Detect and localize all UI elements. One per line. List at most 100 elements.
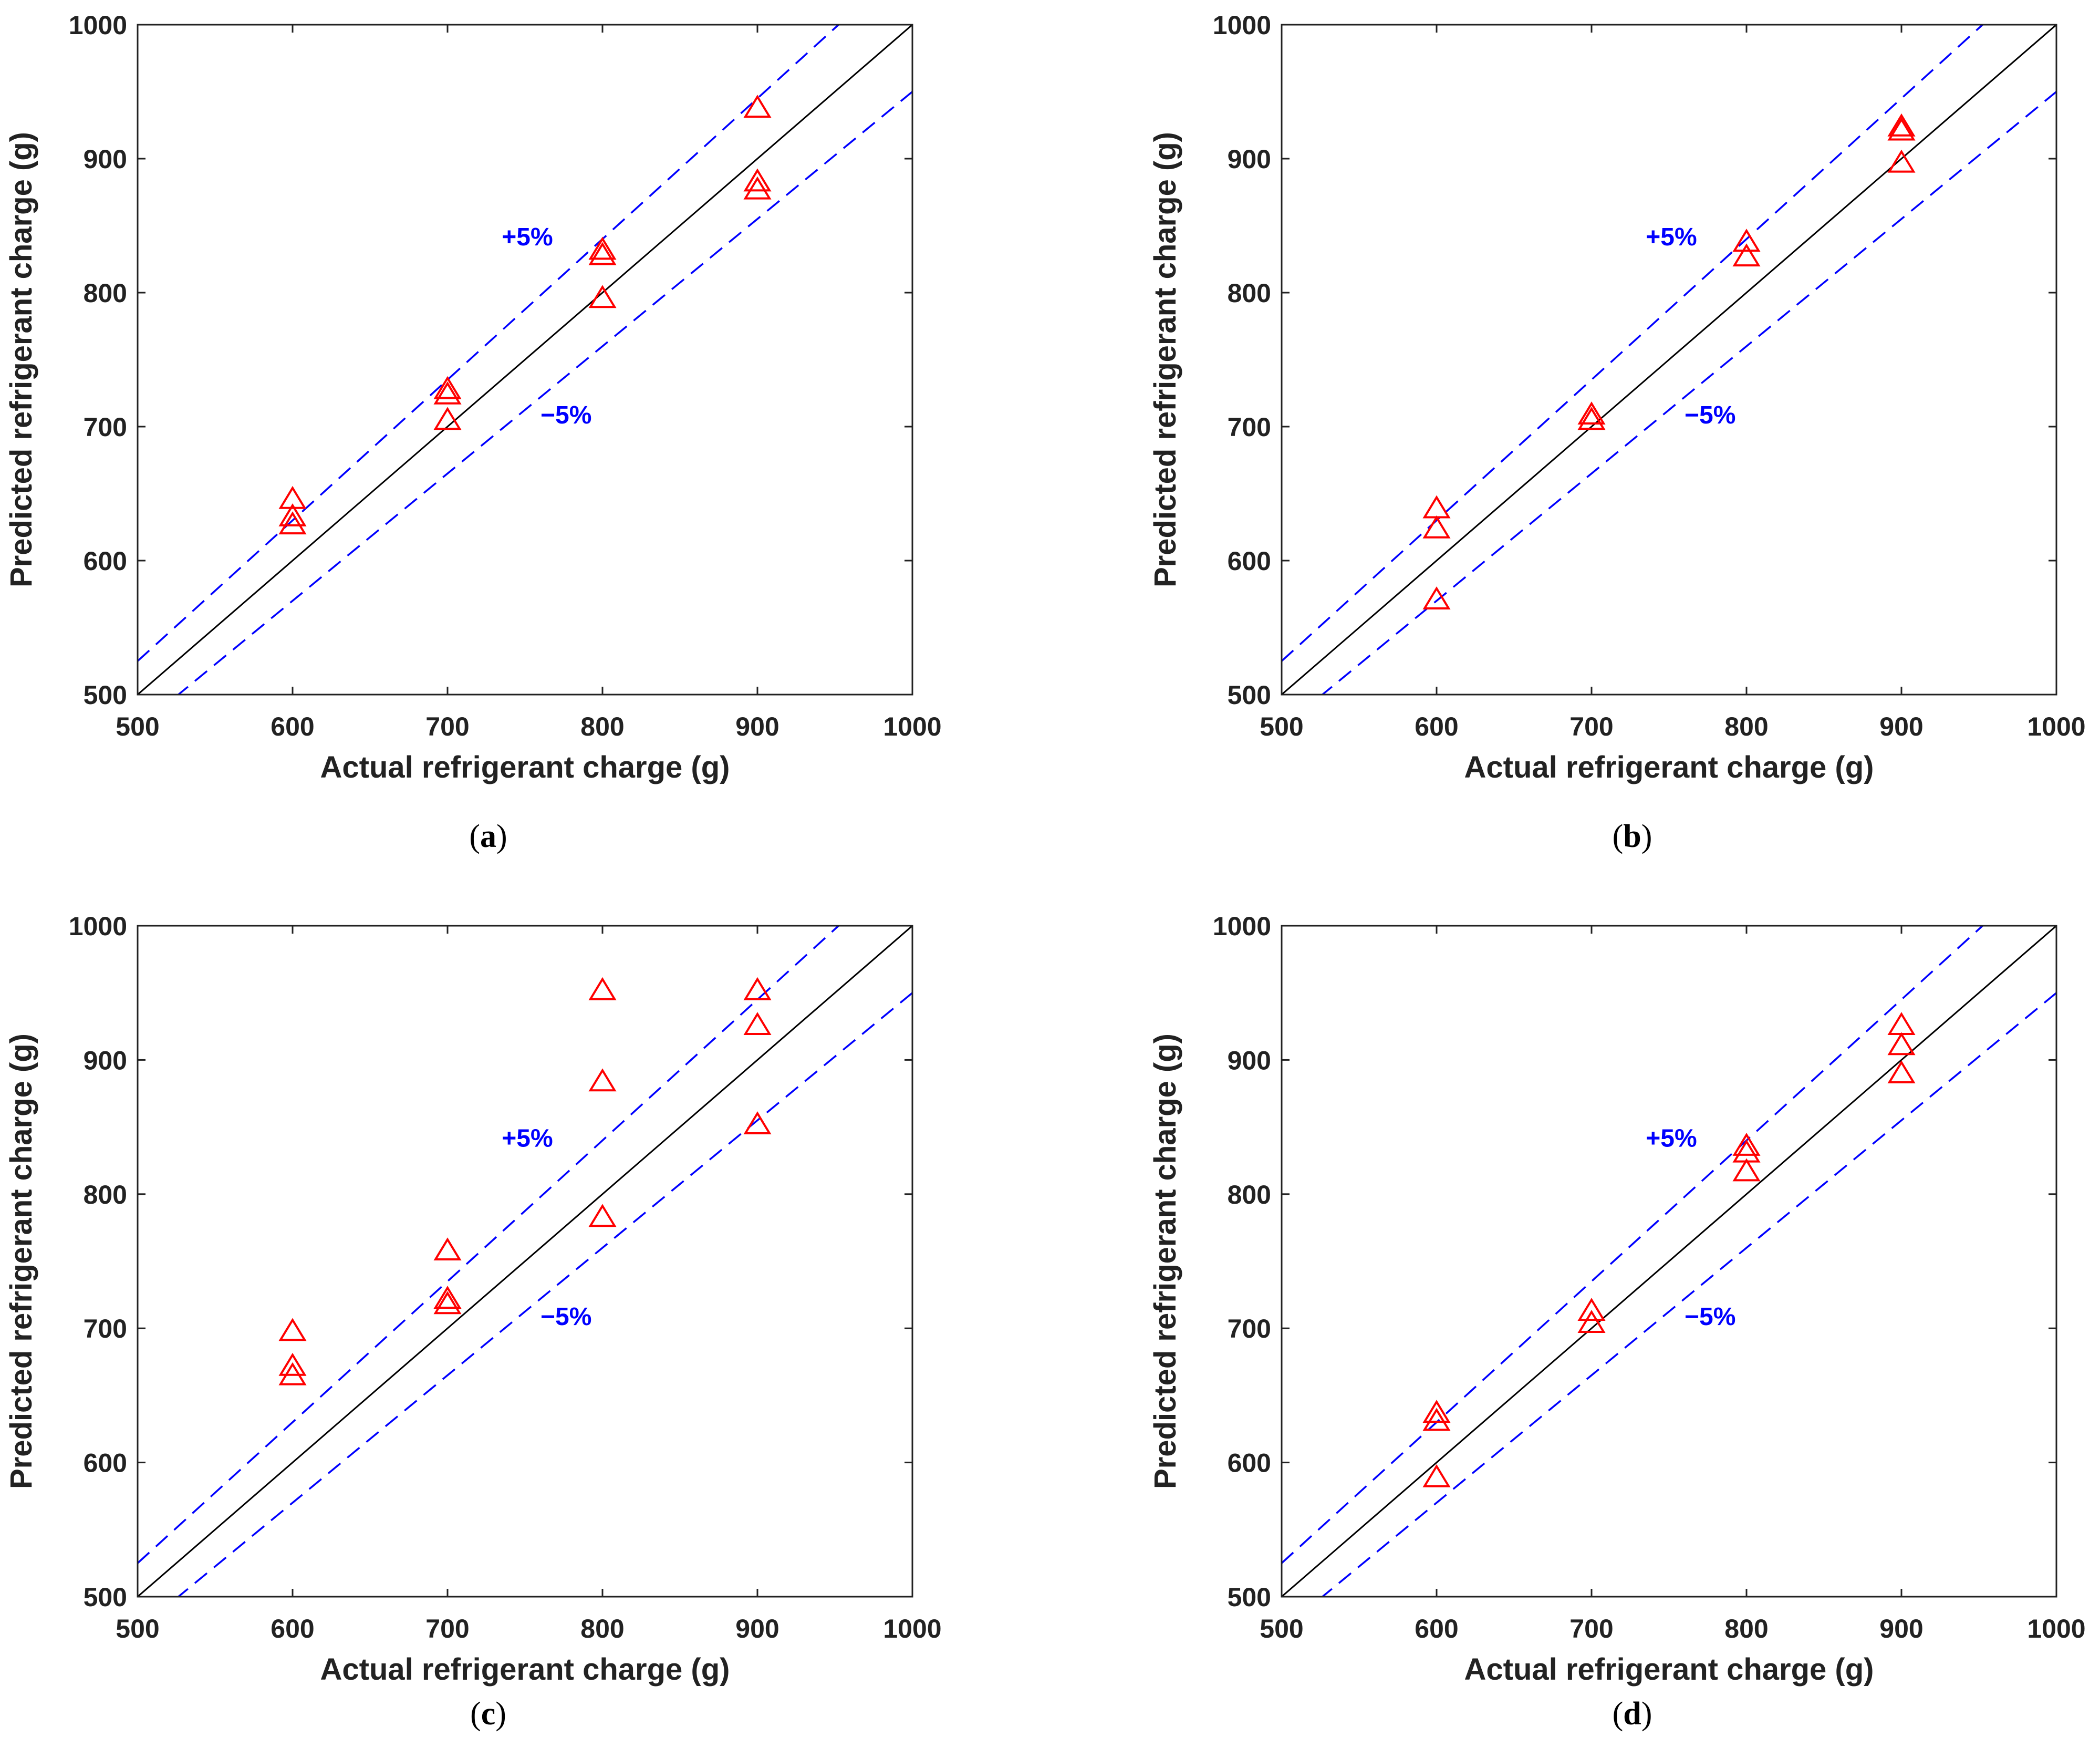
- data-point: [588, 977, 617, 1000]
- y-tick-label: 500: [1228, 680, 1271, 710]
- band-line-plus-5-percent: [138, 926, 840, 1564]
- x-tick-label: 1000: [2027, 712, 2085, 741]
- band-label-plus-5-percent: +5%: [1646, 1125, 1697, 1153]
- reference-line: [1282, 926, 2056, 1597]
- plot-area: [138, 926, 912, 1597]
- x-axis-title: Actual refrigerant charge (g): [320, 750, 730, 784]
- y-tick-label: 900: [1228, 1046, 1271, 1075]
- x-tick-label: 1000: [883, 712, 941, 741]
- data-point: [588, 285, 617, 308]
- x-tick-label: 900: [1879, 712, 1923, 741]
- data-point: [1422, 586, 1451, 609]
- y-axis-title: Predicted refrigerant charge (g): [1148, 1033, 1182, 1489]
- data-point: [1887, 117, 1916, 141]
- panel-d: +5% −5% 500 600 700 800 900 1000 500 600 700 800 900…: [1148, 912, 2086, 1732]
- y-tick-label: 900: [84, 1046, 127, 1075]
- data-point: [433, 1286, 462, 1309]
- data-point: [278, 1318, 307, 1341]
- band-line-minus-5-percent: [176, 992, 912, 1597]
- data-point: [1732, 229, 1761, 252]
- band-label-plus-5-percent: +5%: [1646, 223, 1697, 251]
- x-tick-label: 600: [1415, 712, 1458, 741]
- x-tick-label: 900: [1879, 1614, 1923, 1643]
- x-tick-label: 800: [580, 1614, 624, 1643]
- data-point: [588, 236, 617, 260]
- x-tick-label: 900: [735, 712, 779, 741]
- data-point: [433, 1291, 462, 1315]
- y-tick-label: 500: [84, 680, 127, 710]
- band-line-plus-5-percent: [138, 25, 840, 662]
- plot-area: [1282, 25, 2056, 695]
- y-tick-label: 700: [1228, 1314, 1271, 1343]
- data-point: [743, 977, 772, 1000]
- y-tick-label: 800: [84, 278, 127, 308]
- data-point: [1887, 1060, 1916, 1083]
- y-tick-label: 600: [84, 546, 127, 576]
- y-tick-label: 600: [1228, 1449, 1271, 1478]
- x-axis-title: Actual refrigerant charge (g): [320, 1652, 730, 1687]
- y-tick-label: 700: [1228, 412, 1271, 442]
- band-label-minus-5-percent: −5%: [540, 401, 591, 429]
- data-point: [1422, 1408, 1451, 1431]
- axes-frame: [1281, 925, 2057, 1598]
- data-point: [743, 168, 772, 192]
- x-axis-title: Actual refrigerant charge (g): [1464, 1652, 1874, 1687]
- x-tick-label: 700: [425, 712, 469, 741]
- reference-line: [1282, 25, 2056, 695]
- data-point: [1887, 1032, 1916, 1056]
- panel-a: +5% −5% 500 600 700 800 900 1000 500 600 700 800 900…: [4, 11, 942, 854]
- y-tick-label: 800: [1228, 1180, 1271, 1209]
- band-line-plus-5-percent: [1282, 25, 1984, 662]
- band-line-minus-5-percent: [1321, 992, 2056, 1597]
- panel-caption: (d): [1613, 1696, 1652, 1732]
- data-point: [1732, 1158, 1761, 1182]
- data-point: [1422, 515, 1451, 539]
- x-tick-label: 700: [425, 1614, 469, 1643]
- x-tick-label: 800: [580, 712, 624, 741]
- x-tick-label: 500: [116, 712, 159, 741]
- y-tick-label: 900: [84, 144, 127, 174]
- x-tick-label: 800: [1724, 712, 1768, 741]
- y-tick-label: 500: [1228, 1582, 1271, 1612]
- y-axis-title: Predicted refrigerant charge (g): [4, 1033, 38, 1489]
- data-point: [1887, 1012, 1916, 1035]
- data-point: [1887, 149, 1916, 173]
- band-label-minus-5-percent: −5%: [540, 1303, 591, 1331]
- x-tick-label: 500: [1260, 1614, 1303, 1643]
- axes-frame: [137, 925, 913, 1598]
- x-tick-label: 600: [271, 712, 314, 741]
- y-tick-label: 700: [84, 412, 127, 442]
- y-tick-label: 1000: [1213, 11, 1271, 40]
- band-label-minus-5-percent: −5%: [1685, 401, 1735, 429]
- band-line-minus-5-percent: [176, 91, 912, 695]
- panel-b: +5% −5% 500 600 700 800 900 1000 500 600 700 800 900…: [1148, 11, 2086, 854]
- data-point: [1577, 401, 1606, 425]
- axes-frame: [1281, 24, 2057, 696]
- band-line-minus-5-percent: [1321, 91, 2056, 695]
- data-point: [1732, 243, 1761, 267]
- data-point: [743, 1111, 772, 1134]
- x-tick-label: 700: [1569, 712, 1613, 741]
- y-tick-label: 700: [84, 1314, 127, 1343]
- panel-caption: (a): [469, 819, 507, 854]
- data-point: [433, 376, 462, 399]
- y-tick-label: 800: [84, 1180, 127, 1209]
- y-tick-label: 600: [84, 1449, 127, 1478]
- x-tick-label: 500: [1260, 712, 1303, 741]
- band-label-plus-5-percent: +5%: [502, 223, 553, 251]
- data-point: [433, 1237, 462, 1261]
- y-tick-label: 1000: [1213, 912, 1271, 941]
- y-tick-label: 600: [1228, 546, 1271, 576]
- x-axis-title: Actual refrigerant charge (g): [1464, 750, 1874, 784]
- data-point: [588, 1068, 617, 1092]
- axes-frame: [137, 24, 913, 696]
- data-point: [743, 176, 772, 200]
- plot-area: [1282, 926, 2056, 1597]
- band-label-plus-5-percent: +5%: [502, 1125, 553, 1153]
- y-tick-label: 500: [84, 1582, 127, 1612]
- data-point: [278, 485, 307, 509]
- x-tick-label: 1000: [883, 1614, 941, 1643]
- data-point: [1422, 1464, 1451, 1487]
- panel-caption: (b): [1613, 819, 1652, 854]
